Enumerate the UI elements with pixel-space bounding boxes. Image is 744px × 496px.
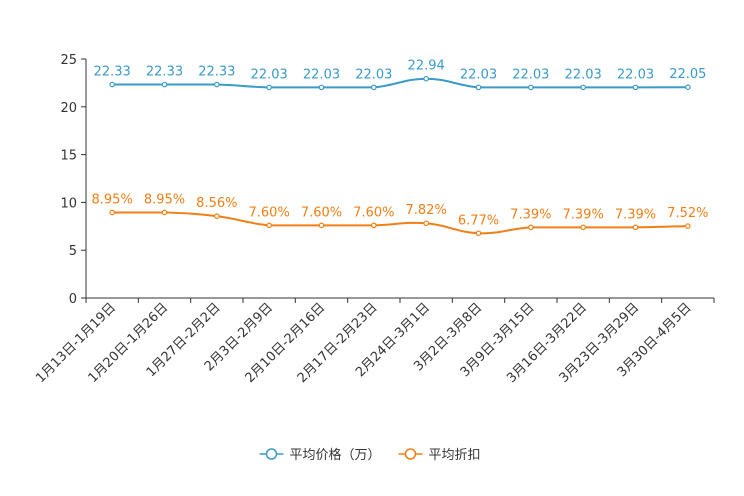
data-point[interactable]	[423, 220, 429, 227]
data-point[interactable]	[685, 223, 691, 229]
data-label: 22.03	[355, 67, 392, 82]
data-label: 7.60%	[249, 205, 290, 220]
data-label: 7.39%	[563, 207, 604, 222]
data-point[interactable]	[161, 81, 168, 88]
y-tick-label: 10	[60, 196, 77, 211]
y-tick-label: 0	[69, 292, 77, 307]
data-point[interactable]	[109, 81, 115, 88]
legend-label: 平均折扣	[429, 448, 481, 463]
data-label: 8.95%	[144, 192, 185, 207]
data-label: 22.03	[512, 67, 549, 82]
legend-item-1[interactable]: 平均价格（万）	[259, 447, 381, 463]
data-label: 8.95%	[92, 192, 133, 207]
data-label: 7.39%	[615, 207, 656, 222]
data-label: 22.03	[251, 67, 288, 82]
legend-label: 平均价格（万）	[290, 447, 381, 463]
data-point[interactable]	[475, 84, 482, 91]
data-label: 22.05	[669, 67, 706, 82]
data-point[interactable]	[318, 222, 325, 229]
data-point[interactable]	[580, 224, 586, 231]
data-point[interactable]	[423, 75, 429, 82]
data-label: 22.03	[460, 67, 497, 82]
data-label: 7.60%	[301, 205, 342, 220]
data-label: 7.52%	[667, 206, 708, 221]
data-point[interactable]	[266, 84, 272, 91]
data-point[interactable]	[632, 224, 639, 231]
data-point[interactable]	[528, 84, 534, 91]
data-label: 22.33	[146, 65, 183, 80]
data-label: 22.33	[94, 65, 131, 80]
data-point[interactable]	[214, 213, 220, 219]
y-tick-label: 25	[60, 53, 77, 68]
data-point[interactable]	[371, 222, 377, 229]
data-point[interactable]	[371, 84, 377, 91]
data-label: 6.77%	[458, 213, 499, 228]
legend-swatch-circle	[404, 448, 417, 460]
data-label: 7.60%	[353, 205, 394, 220]
data-label: 7.82%	[406, 203, 447, 218]
legend-swatch-circle	[265, 448, 278, 460]
y-tick-label: 20	[60, 101, 77, 116]
data-point[interactable]	[318, 84, 325, 91]
data-label: 22.33	[198, 65, 235, 80]
data-label: 8.56%	[196, 196, 237, 211]
data-point[interactable]	[266, 222, 272, 229]
data-point[interactable]	[475, 230, 482, 237]
data-labels-layer: 22.33 22.33 22.33 22.03 22.03 22.03 22.94 22.03…	[92, 59, 709, 229]
y-tick-label: 5	[69, 244, 77, 259]
data-label: 22.94	[408, 59, 445, 74]
data-point[interactable]	[109, 209, 115, 216]
data-point[interactable]	[632, 84, 639, 91]
data-label: 22.03	[303, 67, 340, 82]
data-point[interactable]	[528, 224, 534, 231]
data-label: 7.39%	[510, 207, 551, 222]
data-point[interactable]	[580, 84, 586, 91]
data-point[interactable]	[214, 81, 220, 88]
series-line-2	[112, 211, 688, 235]
data-point[interactable]	[685, 84, 691, 91]
legend-item-2[interactable]: 平均折扣	[398, 448, 481, 463]
y-tick-label: 15	[60, 149, 77, 164]
data-point[interactable]	[161, 209, 168, 216]
series-layer	[109, 75, 691, 237]
data-label: 22.03	[617, 67, 654, 82]
series-line-1	[112, 77, 688, 89]
data-label: 22.03	[565, 67, 602, 82]
legend[interactable]: 平均价格（万） 平均折扣	[259, 447, 481, 463]
